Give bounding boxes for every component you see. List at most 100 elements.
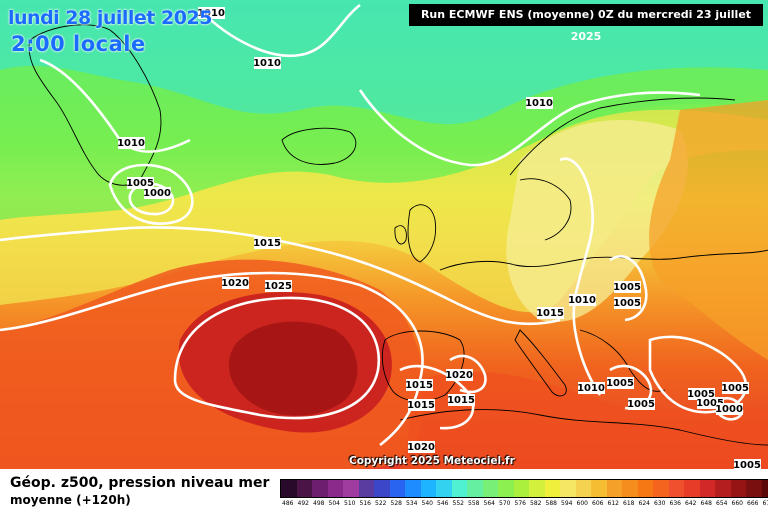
- isobar-label-text: 1005: [606, 378, 634, 389]
- geopotential-band-pale: [506, 120, 688, 322]
- isobar-label: 1005: [613, 281, 641, 293]
- color-scale-tick: 642: [685, 500, 697, 507]
- color-scale-tick: 510: [344, 500, 356, 507]
- isobar-label: 1010: [197, 7, 225, 19]
- isobar-label-text: 1015: [253, 238, 281, 249]
- color-scale-swatch: [374, 480, 390, 497]
- color-scale-swatch: [327, 480, 343, 497]
- color-scale-swatch: [544, 480, 560, 497]
- color-scale-swatch: [715, 480, 731, 497]
- color-scale-swatch: [296, 480, 312, 497]
- isobar-label: 1020: [407, 441, 435, 453]
- forecast-time: 2:00 locale: [11, 32, 146, 56]
- color-scale-tick: 534: [406, 500, 418, 507]
- isobar-label: 1010: [117, 137, 145, 149]
- isobar-label-text: 1015: [536, 308, 564, 319]
- isobar-1010-atlantic: [358, 89, 701, 167]
- color-scale-swatch: [606, 480, 622, 497]
- color-scale-tick: 552: [452, 500, 464, 507]
- color-scale-tick: 594: [561, 500, 573, 507]
- isobar-label: 1010: [525, 97, 553, 109]
- color-scale-tick: 654: [716, 500, 728, 507]
- isobar-label: 1015: [536, 307, 564, 319]
- color-scale-tick: 630: [654, 500, 666, 507]
- isobar-label-text: 1010: [577, 383, 605, 394]
- europe-coast: [439, 249, 768, 271]
- color-scale-tick: 618: [623, 500, 635, 507]
- isobar-label: 1015: [407, 399, 435, 411]
- color-scale-swatch: [389, 480, 405, 497]
- color-scale-swatch: [420, 480, 436, 497]
- isobar-label-text: 1015: [405, 380, 433, 391]
- geopotential-band-orange: [649, 100, 768, 360]
- color-scale-tick: 492: [297, 500, 309, 507]
- isobar-label-text: 1010: [117, 138, 145, 149]
- color-scale-swatch: [513, 480, 529, 497]
- color-scale-swatch: [498, 480, 514, 497]
- color-scale-tick: 498: [313, 500, 325, 507]
- color-scale-tick: 648: [700, 500, 712, 507]
- color-scale-swatch: [591, 480, 607, 497]
- color-scale-tick: 636: [669, 500, 681, 507]
- isobar-label-text: 1015: [407, 400, 435, 411]
- isobar-1010-europe: [559, 157, 602, 396]
- isobar-label: 1005: [733, 459, 761, 469]
- isobar-1015: [0, 226, 561, 326]
- isobars: [0, 3, 748, 447]
- isobar-label-text: 1000: [143, 188, 171, 199]
- color-scale-swatch: [560, 480, 576, 497]
- geopotential-high-inner: [228, 321, 358, 416]
- isobar-label-text: 1025: [264, 281, 292, 292]
- color-scale-tick: 612: [607, 500, 619, 507]
- isobar-label: 1005: [627, 398, 655, 410]
- color-scale-labels: 486 492 498 504 510 516 522 528 534 540 546 552 558 5…: [280, 500, 768, 507]
- iberia-coast: [381, 330, 465, 402]
- color-scale-swatch: [668, 480, 684, 497]
- color-scale-swatch: [482, 480, 498, 497]
- isobar-label: 1020: [221, 277, 249, 289]
- color-scale-tick: 516: [359, 500, 371, 507]
- isobar-label-text: 1010: [568, 295, 596, 306]
- isobar-label-text: 1000: [715, 404, 743, 415]
- isobar-label: 1025: [264, 280, 292, 292]
- legend-panel: Géop. z500, pression niveau mer moyenne …: [0, 469, 768, 512]
- isobar-label: 1000: [715, 403, 743, 415]
- isobar-label-text: 1010: [253, 58, 281, 69]
- isobar-label: 1010: [568, 294, 596, 306]
- isobar-label-text: 1005: [126, 178, 154, 189]
- isobar-label: 1010: [577, 382, 605, 394]
- color-scale-tick: 564: [483, 500, 495, 507]
- color-scale-tick: 546: [437, 500, 449, 507]
- isobar-label-text: 1005: [627, 399, 655, 410]
- isobar-label-text: 1005: [721, 383, 749, 394]
- isobar-1025: [173, 296, 381, 420]
- color-scale-tick: 588: [545, 500, 557, 507]
- color-scale-tick: 624: [638, 500, 650, 507]
- color-scale-swatch: [684, 480, 700, 497]
- color-scale-swatch: [575, 480, 591, 497]
- color-scale-tick: 558: [468, 500, 480, 507]
- color-scale-swatch: [343, 480, 359, 497]
- isobar-1005-low: [108, 163, 194, 225]
- forecast-date: lundi 28 juillet 2025: [8, 7, 212, 29]
- geopotential-band-cyan: [0, 0, 768, 125]
- color-scale: [280, 479, 768, 498]
- color-scale-swatch: [451, 480, 467, 497]
- color-scale-swatch: [405, 480, 421, 497]
- color-scale-tick: 522: [375, 500, 387, 507]
- isobar-label: 1005: [126, 177, 154, 189]
- color-scale-swatch: [699, 480, 715, 497]
- color-scale-tick: 666: [747, 500, 759, 507]
- isobar-1005-turkey: [648, 335, 748, 414]
- isobar-label: 1005: [721, 382, 749, 394]
- british-isles-coast: [394, 204, 437, 263]
- color-scale-swatch: [653, 480, 669, 497]
- isobar-label-text: 1010: [525, 98, 553, 109]
- legend-subtitle: moyenne (+120h): [10, 493, 131, 507]
- color-scale-swatch: [637, 480, 653, 497]
- color-scale-tick: 540: [421, 500, 433, 507]
- isobar-1005-east: [609, 255, 648, 322]
- isobar-label-text: 1020: [407, 442, 435, 453]
- isobar-label: 1005: [606, 377, 634, 389]
